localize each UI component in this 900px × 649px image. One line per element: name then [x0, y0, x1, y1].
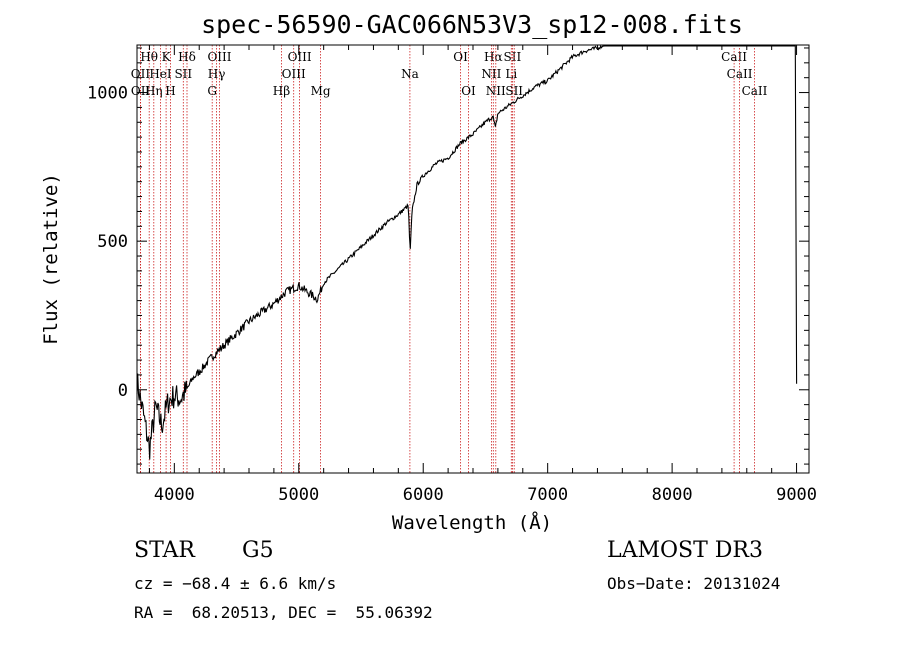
x-axis-label: Wavelength (Å)	[392, 511, 552, 534]
line-marker-label-0: Hθ	[140, 50, 158, 64]
line-marker-label-15: Mg	[311, 84, 331, 98]
line-marker-label-2: OII	[131, 84, 151, 98]
x-tick-label-4: 8000	[652, 485, 693, 505]
line-marker-label-8: Hδ	[178, 50, 196, 64]
x-tick-label-5: 9000	[776, 485, 817, 505]
coordinates-text: RA = 68.20513, DEC = 55.06392	[134, 603, 433, 622]
line-marker-label-24: SII	[505, 84, 523, 98]
line-marker-label-21: NII	[486, 84, 506, 98]
x-tick-label-0: 4000	[154, 485, 195, 505]
line-marker-label-18: OI	[461, 84, 476, 98]
obs-date-text: Obs−Date: 20131024	[607, 574, 781, 593]
line-marker-label-19: Hα	[484, 50, 503, 64]
x-tick-label-2: 6000	[403, 485, 444, 505]
subclass-label: G5	[242, 538, 274, 563]
line-marker-label-5: HeI	[149, 67, 172, 81]
line-marker-label-6: H	[165, 84, 175, 98]
line-marker-label-23: Li	[505, 67, 517, 81]
line-marker-label-17: OI	[453, 50, 468, 64]
plot-frame	[136, 44, 810, 474]
spectrum-series-line	[136, 44, 798, 460]
line-marker-label-12: Hβ	[273, 84, 290, 98]
y-tick-label-0: 0	[118, 381, 128, 401]
line-marker-label-27: CaII	[742, 84, 768, 98]
line-marker-label-1: OII	[131, 67, 151, 81]
chart-title: spec-56590-GAC066N53V3_sp12-008.fits	[201, 10, 743, 39]
line-marker-label-4: K	[162, 50, 172, 64]
line-marker-label-22: SII	[504, 50, 522, 64]
line-marker-label-16: Na	[401, 67, 419, 81]
line-marker-label-26: CaII	[727, 67, 753, 81]
line-marker-label-20: NII	[481, 67, 501, 81]
line-marker-label-10: Hγ	[208, 67, 226, 81]
y-tick-label-2: 1000	[87, 84, 128, 104]
x-tick-label-3: 7000	[527, 485, 568, 505]
x-axis-ticks: 4000 5000 6000 7000 8000 9000	[148, 45, 817, 505]
line-marker-label-13: OIII	[282, 67, 306, 81]
y-axis-ticks: 0 500 1000	[87, 47, 809, 465]
line-marker-label-3: Hη	[145, 84, 163, 98]
redshift-text: cz = −68.4 ± 6.6 km/s	[134, 574, 337, 593]
survey-label: LAMOST DR3	[607, 538, 763, 563]
y-tick-label-1: 500	[97, 232, 128, 252]
x-tick-label-1: 5000	[278, 485, 319, 505]
line-marker-label-11: G	[207, 84, 217, 98]
line-marker-label-25: CaII	[721, 50, 747, 64]
line-marker-label-7: SII	[174, 67, 192, 81]
class-label: STAR	[134, 538, 195, 563]
line-marker-label-14: OIII	[288, 50, 312, 64]
line-marker-label-9: OIII	[207, 50, 231, 64]
y-axis-label: Flux (relative)	[40, 173, 62, 345]
